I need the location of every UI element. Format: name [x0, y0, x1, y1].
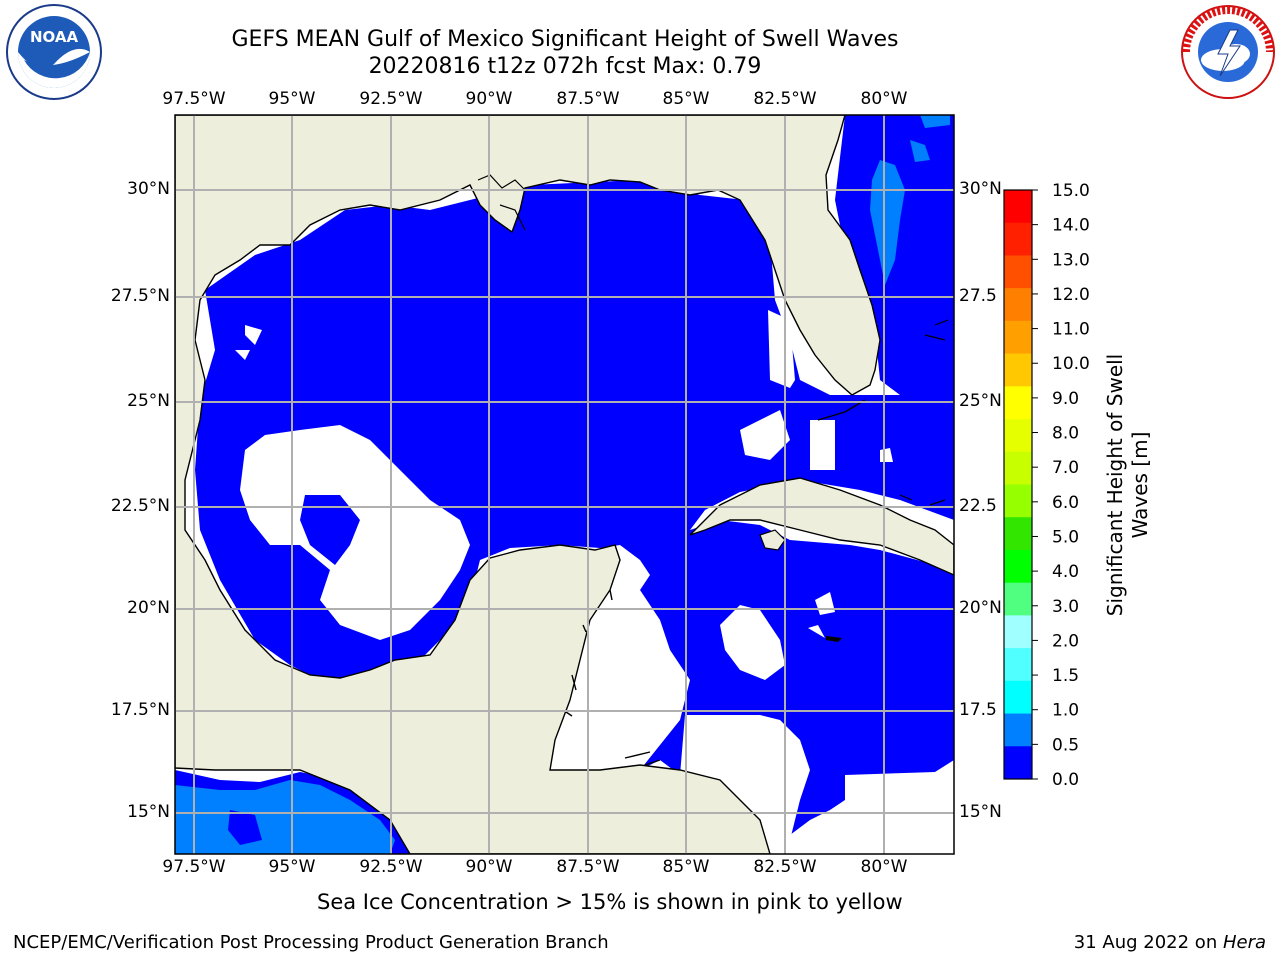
lat-tick-left: 17.5°N	[110, 700, 170, 720]
colorbar-level-label: 15.0	[1052, 181, 1090, 201]
colorbar-swatch	[1004, 288, 1032, 322]
lat-tick-left: 22.5°N	[110, 496, 170, 516]
colorbar-label-line1: Significant Height of Swell	[1103, 353, 1127, 617]
colorbar-swatch	[1004, 582, 1032, 616]
lon-tick-top: 90°W	[465, 89, 513, 109]
colorbar-level-label: 4.0	[1052, 562, 1079, 582]
colorbar-swatch	[1004, 615, 1032, 649]
lat-tick-left: 15°N	[127, 802, 170, 822]
colorbar-level-label: 0.0	[1052, 770, 1079, 790]
lon-tick-bottom: 97.5°W	[162, 857, 226, 877]
footer-branch: NCEP/EMC/Verification Post Processing Pr…	[13, 932, 609, 953]
colorbar-swatch	[1004, 517, 1032, 551]
lon-tick-bottom: 85°W	[662, 857, 710, 877]
lon-tick-top: 95°W	[268, 89, 316, 109]
noaa-logo: NOAA	[6, 4, 102, 100]
colorbar-level-label: 12.0	[1052, 285, 1090, 305]
colorbar-swatch	[1004, 419, 1032, 453]
colorbar-swatch	[1004, 255, 1032, 289]
colorbar-level-label: 3.0	[1052, 597, 1079, 617]
map-subtitle: 20220816 t12z 072h fcst Max: 0.79	[368, 54, 762, 79]
colorbar-frame	[1003, 189, 1033, 780]
footer-date: 31 Aug 2022 on Hera	[1074, 932, 1266, 953]
lat-tick-right: 17.5	[959, 700, 997, 720]
colorbar-level-label: 2.0	[1052, 631, 1079, 651]
colorbar-level-label: 5.0	[1052, 527, 1079, 547]
colorbar-swatch	[1004, 190, 1032, 224]
footer-date-text: 31 Aug 2022 on	[1073, 932, 1223, 953]
graticule	[175, 115, 954, 854]
lat-tick-left: 30°N	[127, 179, 170, 199]
lat-tick-right: 15°N	[959, 802, 1002, 822]
colorbar-level-label: 13.0	[1052, 250, 1090, 270]
colorbar-level-label: 8.0	[1052, 424, 1079, 444]
svg-text:NOAA: NOAA	[30, 28, 79, 46]
lon-tick-bottom: 95°W	[268, 857, 316, 877]
colorbar-level-label: 1.0	[1052, 701, 1079, 721]
colorbar-swatch	[1004, 353, 1032, 387]
colorbar-swatch	[1004, 484, 1032, 518]
colorbar: 15.0 14.0 13.0 12.0 11.0 10.0 9.0 8.0 7.0 6.0 5.0 4…	[1003, 181, 1090, 790]
nws-logo	[1181, 5, 1275, 99]
lat-tick-left: 25°N	[127, 391, 170, 411]
colorbar-level-label: 9.0	[1052, 389, 1079, 409]
colorbar-swatch	[1004, 713, 1032, 747]
colorbar-swatch	[1004, 680, 1032, 715]
colorbar-swatch	[1004, 320, 1032, 355]
map-title: GEFS MEAN Gulf of Mexico Significant Hei…	[231, 27, 899, 52]
colorbar-level-label: 10.0	[1052, 354, 1090, 374]
colorbar-level-label: 1.5	[1052, 666, 1079, 686]
colorbar-swatch	[1004, 648, 1032, 682]
lon-tick-bottom: 92.5°W	[359, 857, 423, 877]
lon-tick-bottom: 82.5°W	[753, 857, 817, 877]
lat-tick-left: 20°N	[127, 598, 170, 618]
footer-host: Hera	[1222, 932, 1266, 953]
colorbar-swatch	[1004, 549, 1032, 584]
colorbar-swatch	[1004, 746, 1032, 780]
colorbar-level-label: 14.0	[1052, 216, 1090, 236]
colorbar-level-label: 0.5	[1052, 735, 1079, 755]
colorbar-label-line2: Waves [m]	[1128, 431, 1152, 539]
lat-tick-right: 22.5	[959, 496, 997, 516]
colorbar-level-label: 6.0	[1052, 493, 1079, 513]
lon-tick-bottom: 90°W	[465, 857, 513, 877]
lon-tick-top: 97.5°W	[162, 89, 226, 109]
lon-tick-bottom: 80°W	[860, 857, 908, 877]
lon-tick-top: 92.5°W	[359, 89, 423, 109]
lon-tick-top: 87.5°W	[556, 89, 620, 109]
lon-tick-top: 80°W	[860, 89, 908, 109]
colorbar-swatch	[1004, 222, 1032, 256]
lat-tick-right: 27.5	[959, 286, 997, 306]
colorbar-level-label: 7.0	[1052, 458, 1079, 478]
colorbar-swatch	[1004, 451, 1032, 485]
map-frame	[174, 114, 955, 855]
lat-tick-right: 25°N	[959, 391, 1002, 411]
lon-tick-top: 85°W	[662, 89, 710, 109]
colorbar-swatch	[1004, 386, 1032, 420]
colorbar-level-label: 11.0	[1052, 320, 1090, 340]
lat-tick-left: 27.5°N	[110, 286, 170, 306]
lat-tick-right: 30°N	[959, 179, 1002, 199]
land-cuba	[689, 477, 954, 576]
lat-tick-right: 20°N	[959, 598, 1002, 618]
lon-tick-bottom: 87.5°W	[556, 857, 620, 877]
lon-tick-top: 82.5°W	[753, 89, 817, 109]
ice-note: Sea Ice Concentration > 15% is shown in …	[317, 890, 903, 914]
